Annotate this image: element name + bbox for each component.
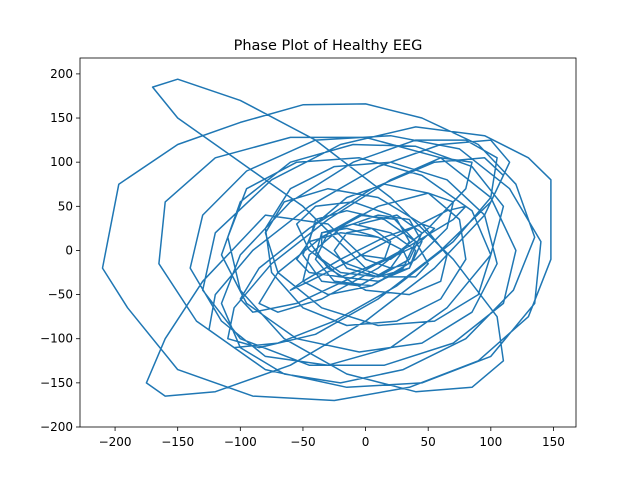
x-tick-label: 150	[542, 435, 565, 449]
x-tick-label: −200	[99, 435, 132, 449]
y-tick-label: −100	[40, 332, 73, 346]
x-tick-label: −50	[290, 435, 315, 449]
y-tick-label: 200	[50, 67, 73, 81]
y-axis-ticks: −200 −150 −100 −50 0 50 100 150 200	[40, 67, 80, 434]
x-tick-label: −100	[224, 435, 257, 449]
chart-title: Phase Plot of Healthy EEG	[234, 38, 423, 54]
axes-frame	[79, 57, 577, 428]
y-tick-label: 50	[58, 199, 73, 213]
x-axis-ticks: −200 −150 −100 −50 0 50 100 150	[99, 427, 565, 449]
series-line-eeg	[101, 78, 552, 402]
y-tick-label: 100	[50, 155, 73, 169]
x-tick-label: 100	[479, 435, 502, 449]
x-tick-label: −150	[161, 435, 194, 449]
x-tick-label: 0	[362, 435, 370, 449]
y-tick-label: 150	[50, 111, 73, 125]
x-tick-label: 50	[421, 435, 436, 449]
y-tick-label: −50	[48, 288, 73, 302]
plot-area	[79, 57, 577, 428]
y-tick-label: −150	[40, 376, 73, 390]
y-tick-label: −200	[40, 420, 73, 434]
y-tick-label: 0	[65, 243, 73, 257]
axes-background	[80, 58, 576, 427]
